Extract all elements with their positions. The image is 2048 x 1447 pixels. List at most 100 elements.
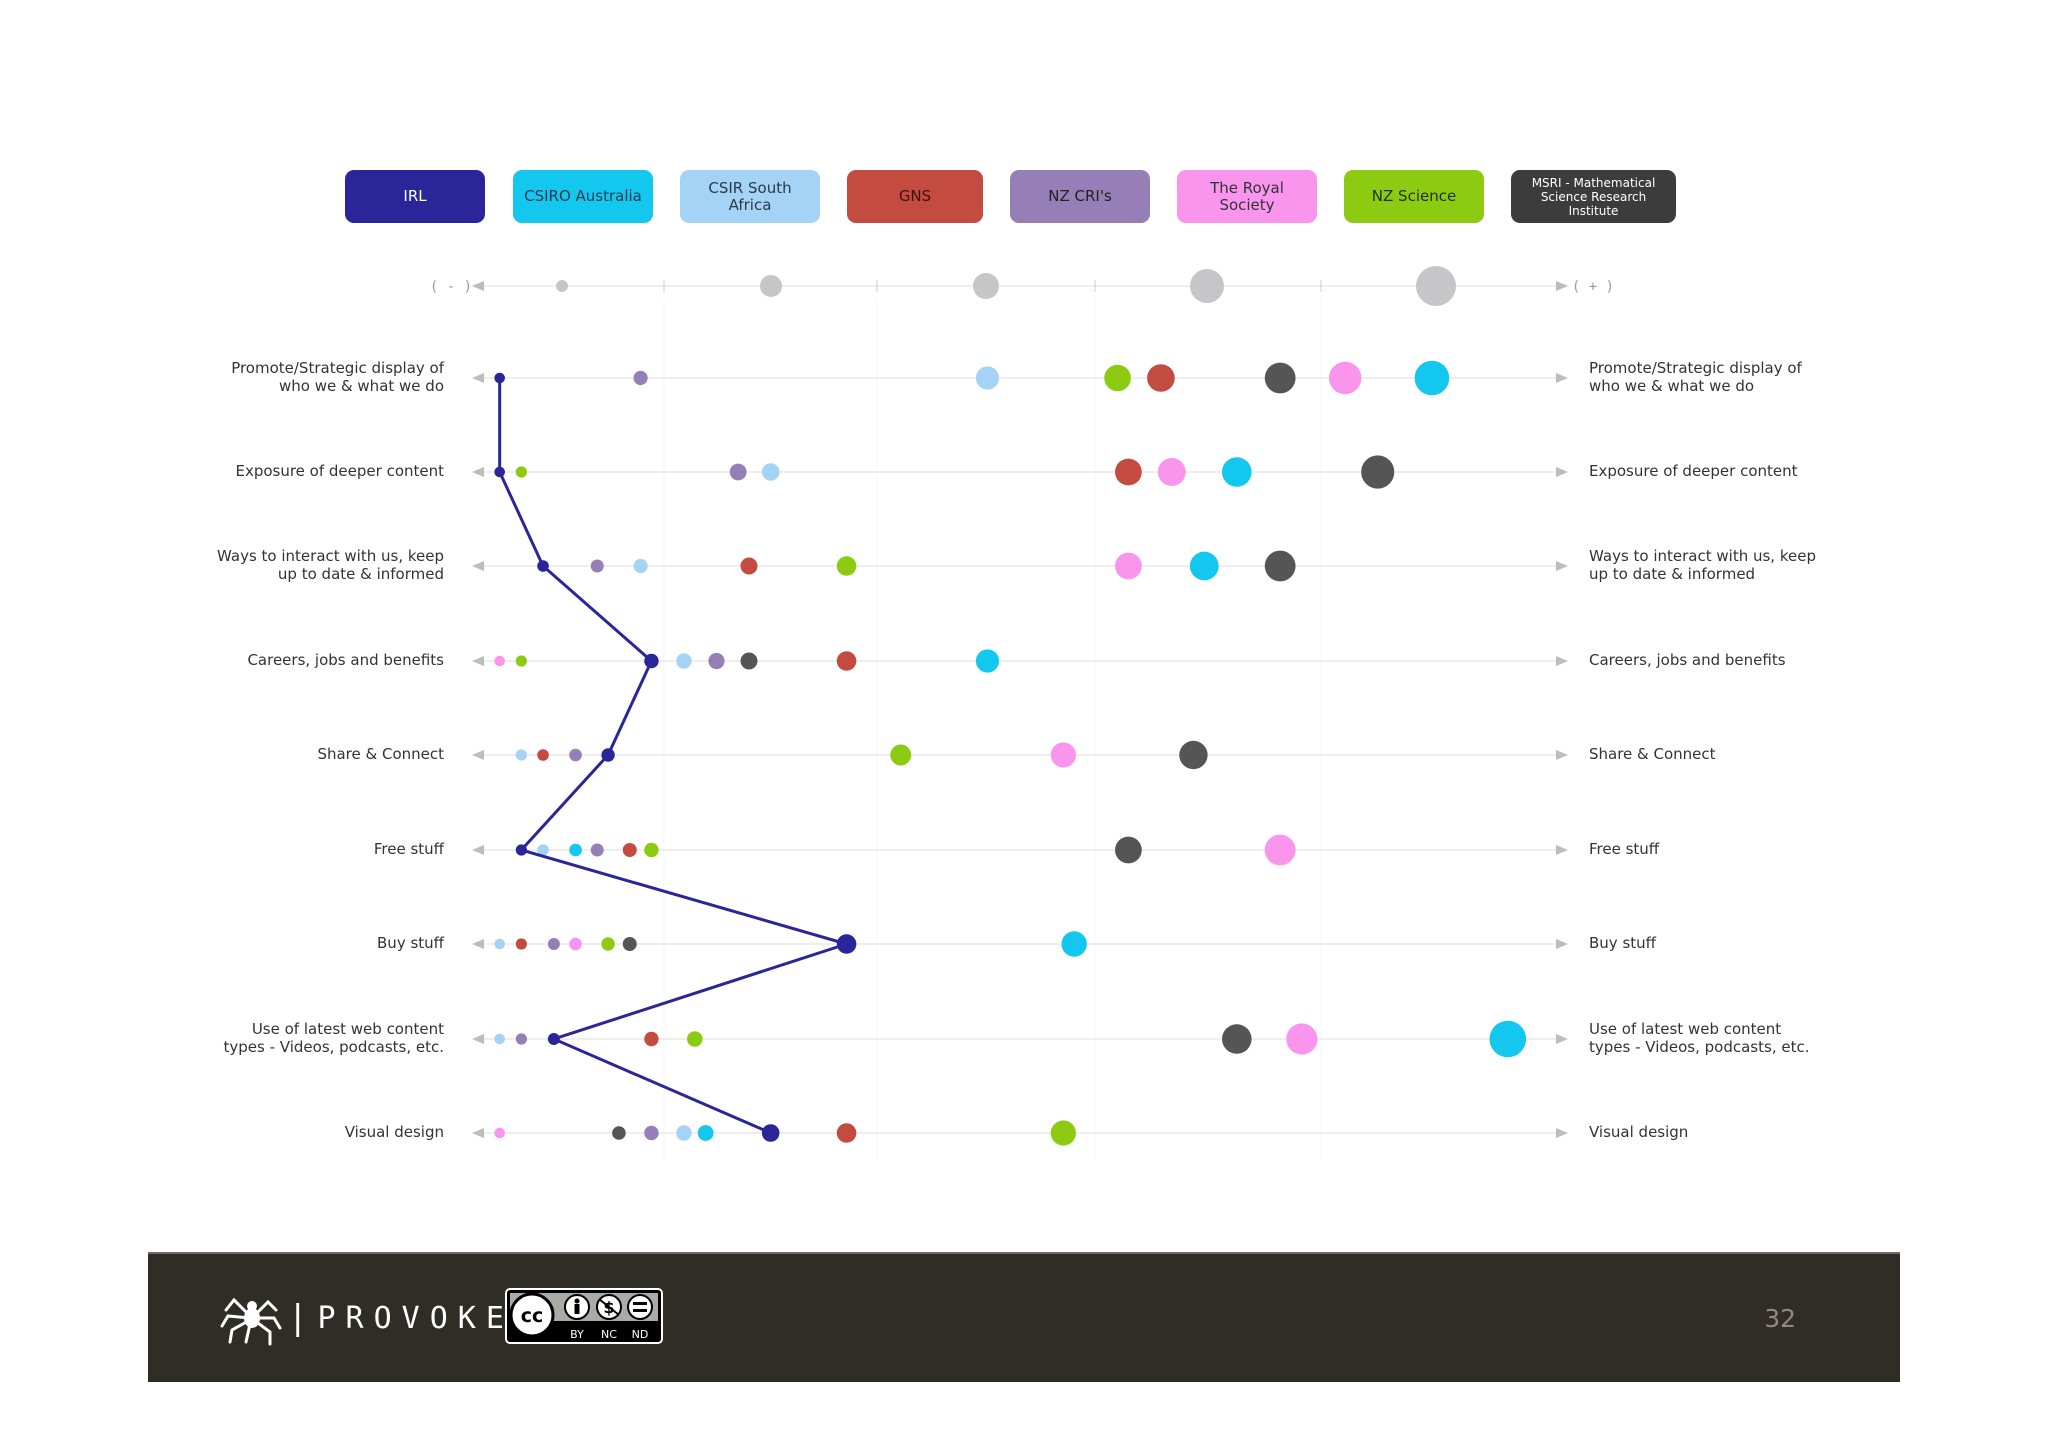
dot-gns-ways-to-interact-with-us-keep-up-to-date-informed (740, 557, 758, 575)
legend-item-msri-mathematical-science-research-institute[interactable]: MSRI - Mathematical Science Research Ins… (1511, 170, 1676, 223)
dot-csiro-australia-careers-jobs-and-benefits (975, 649, 1000, 673)
dot-csir-south-africa-exposure-of-deeper-content (761, 463, 780, 481)
dot-msri-mathematical-science-research-institute-visual-design (612, 1126, 626, 1140)
dot-csir-south-africa-free-stuff (537, 844, 549, 856)
dot-nz-cri-s-ways-to-interact-with-us-keep-up-to-date-informed (590, 559, 604, 573)
legend-item-irl[interactable]: IRL (345, 170, 485, 223)
dot-gns-use-of-latest-web-content-types-videos-podcasts-etc (644, 1031, 659, 1047)
license-nc: NC (601, 1328, 617, 1341)
creative-commons-badge[interactable]: cc $ BY NC ND (505, 1288, 663, 1344)
legend-item-the-royal-society[interactable]: The Royal Society (1177, 170, 1317, 223)
row-left-arrow (472, 845, 484, 855)
legend-item-nz-cri-s[interactable]: NZ CRI's (1010, 170, 1150, 223)
dot-csiro-australia-ways-to-interact-with-us-keep-up-to-date-informed (1189, 551, 1219, 581)
dot-nz-science-ways-to-interact-with-us-keep-up-to-date-informed (836, 556, 857, 576)
row-label-right-ways-to-interact-with-us-keep-up-to-date-informed: Ways to interact with us, keep up to date… (1589, 547, 1816, 583)
dot-the-royal-society-visual-design (494, 1127, 505, 1139)
dot-csir-south-africa-careers-jobs-and-benefits (676, 653, 692, 669)
dot-the-royal-society-exposure-of-deeper-content (1157, 458, 1186, 486)
provoke-logo: | PROVOKE ™ (220, 1290, 524, 1346)
row-left-arrow (472, 561, 484, 571)
noderivatives-icon (627, 1294, 653, 1320)
dot-the-royal-society-free-stuff (1264, 834, 1296, 866)
dot-csir-south-africa-visual-design (676, 1125, 692, 1141)
dot-nz-cri-s-use-of-latest-web-content-types-videos-podcasts-etc (515, 1033, 527, 1045)
row-label-right-share-connect: Share & Connect (1589, 745, 1716, 763)
dot-nz-cri-s-free-stuff (590, 843, 604, 857)
scale-size-dot (556, 280, 568, 292)
dot-irl-ways-to-interact-with-us-keep-up-to-date-informed (537, 560, 549, 572)
dot-plot: ( - ) ( + ) Promote/Strategic display of wh… (217, 266, 1816, 1160)
dot-the-royal-society-ways-to-interact-with-us-keep-up-to-date-informed (1115, 552, 1142, 580)
dot-irl-buy-stuff (836, 934, 857, 954)
row-label-right-promote-strategic-display-of-who-we-what-we-do: Promote/Strategic display of who we & wha… (1589, 359, 1803, 395)
row-label-left-promote-strategic-display-of-who-we-what-we-do: Promote/Strategic display of who we & wha… (231, 359, 445, 395)
dot-the-royal-society-promote-strategic-display-of-who-we-what-we-do (1329, 361, 1362, 395)
row-left-arrow (472, 1034, 484, 1044)
dot-nz-cri-s-buy-stuff (547, 938, 560, 950)
dot-gns-visual-design (836, 1123, 857, 1143)
dot-the-royal-society-share-connect (1050, 742, 1076, 768)
dot-msri-mathematical-science-research-institute-promote-strategic-display-of-who-we-what-we-do (1264, 362, 1296, 394)
dot-irl-exposure-of-deeper-content (494, 466, 505, 478)
scale-left-label: ( - ) (430, 279, 472, 295)
dot-nz-science-buy-stuff (601, 937, 615, 951)
dot-gns-exposure-of-deeper-content (1115, 458, 1142, 486)
dot-irl-share-connect (601, 748, 615, 762)
row-label-right-use-of-latest-web-content-types-videos-podcasts-etc: Use of latest web content types - Videos,… (1589, 1020, 1809, 1056)
dot-nz-science-use-of-latest-web-content-types-videos-podcasts-etc (687, 1031, 703, 1047)
row-label-right-careers-jobs-and-benefits: Careers, jobs and benefits (1589, 651, 1786, 669)
row-label-right-buy-stuff: Buy stuff (1589, 934, 1657, 952)
license-by: BY (570, 1328, 584, 1341)
scale-right-arrow (1556, 281, 1568, 291)
dot-nz-cri-s-exposure-of-deeper-content (729, 463, 747, 481)
dot-gns-careers-jobs-and-benefits (836, 651, 857, 671)
row-right-arrow (1556, 939, 1568, 949)
row-label-right-free-stuff: Free stuff (1589, 840, 1660, 858)
row-right-arrow (1556, 561, 1568, 571)
dot-nz-cri-s-promote-strategic-display-of-who-we-what-we-do (633, 370, 648, 386)
row-left-arrow (472, 467, 484, 477)
dot-irl-free-stuff (515, 844, 527, 856)
dot-csiro-australia-free-stuff (569, 843, 582, 857)
row-label-left-buy-stuff: Buy stuff (377, 934, 445, 952)
legend-item-nz-science[interactable]: NZ Science (1344, 170, 1484, 223)
dot-csir-south-africa-use-of-latest-web-content-types-videos-podcasts-etc (494, 1033, 505, 1045)
legend-item-csiro-australia[interactable]: CSIRO Australia (513, 170, 653, 223)
dot-csiro-australia-promote-strategic-display-of-who-we-what-we-do (1414, 360, 1450, 396)
row-left-arrow (472, 656, 484, 666)
dot-msri-mathematical-science-research-institute-use-of-latest-web-content-types-videos-podcasts-etc (1222, 1024, 1252, 1054)
dot-nz-cri-s-careers-jobs-and-benefits (708, 652, 725, 670)
row-label-left-use-of-latest-web-content-types-videos-podcasts-etc: Use of latest web content types - Videos,… (224, 1020, 445, 1056)
dot-csiro-australia-visual-design (697, 1125, 714, 1141)
dot-gns-buy-stuff (515, 938, 527, 950)
dot-nz-science-careers-jobs-and-benefits (515, 655, 527, 667)
legend-item-gns[interactable]: GNS (847, 170, 983, 223)
dot-csiro-australia-exposure-of-deeper-content (1222, 457, 1252, 487)
scale-left-arrow (472, 281, 484, 291)
svg-text:cc: cc (521, 1305, 544, 1327)
dot-the-royal-society-use-of-latest-web-content-types-videos-podcasts-etc (1286, 1023, 1318, 1055)
row-right-arrow (1556, 1034, 1568, 1044)
row-right-arrow (1556, 845, 1568, 855)
dot-msri-mathematical-science-research-institute-exposure-of-deeper-content (1361, 455, 1395, 489)
row-left-arrow (472, 750, 484, 760)
dot-the-royal-society-buy-stuff (569, 937, 582, 951)
row-label-right-visual-design: Visual design (1589, 1123, 1688, 1141)
dot-nz-science-promote-strategic-display-of-who-we-what-we-do (1104, 364, 1131, 392)
page-number: 32 (1764, 1304, 1796, 1333)
scale-size-dot (973, 273, 999, 299)
row-label-left-exposure-of-deeper-content: Exposure of deeper content (235, 462, 444, 480)
dot-nz-cri-s-visual-design (644, 1125, 659, 1141)
dot-msri-mathematical-science-research-institute-buy-stuff (622, 937, 637, 951)
row-label-left-free-stuff: Free stuff (374, 840, 445, 858)
dot-csiro-australia-use-of-latest-web-content-types-videos-podcasts-etc (1489, 1020, 1527, 1058)
scale-size-dot (1416, 266, 1456, 306)
dot-msri-mathematical-science-research-institute-free-stuff (1115, 836, 1142, 864)
row-right-arrow (1556, 656, 1568, 666)
dot-irl-promote-strategic-display-of-who-we-what-we-do (494, 372, 505, 384)
dot-msri-mathematical-science-research-institute-ways-to-interact-with-us-keep-up-to-date-informed (1264, 550, 1296, 582)
legend-item-csir-south-africa[interactable]: CSIR South Africa (680, 170, 820, 223)
dot-csir-south-africa-promote-strategic-display-of-who-we-what-we-do (975, 366, 1000, 390)
dot-nz-science-free-stuff (644, 842, 659, 858)
